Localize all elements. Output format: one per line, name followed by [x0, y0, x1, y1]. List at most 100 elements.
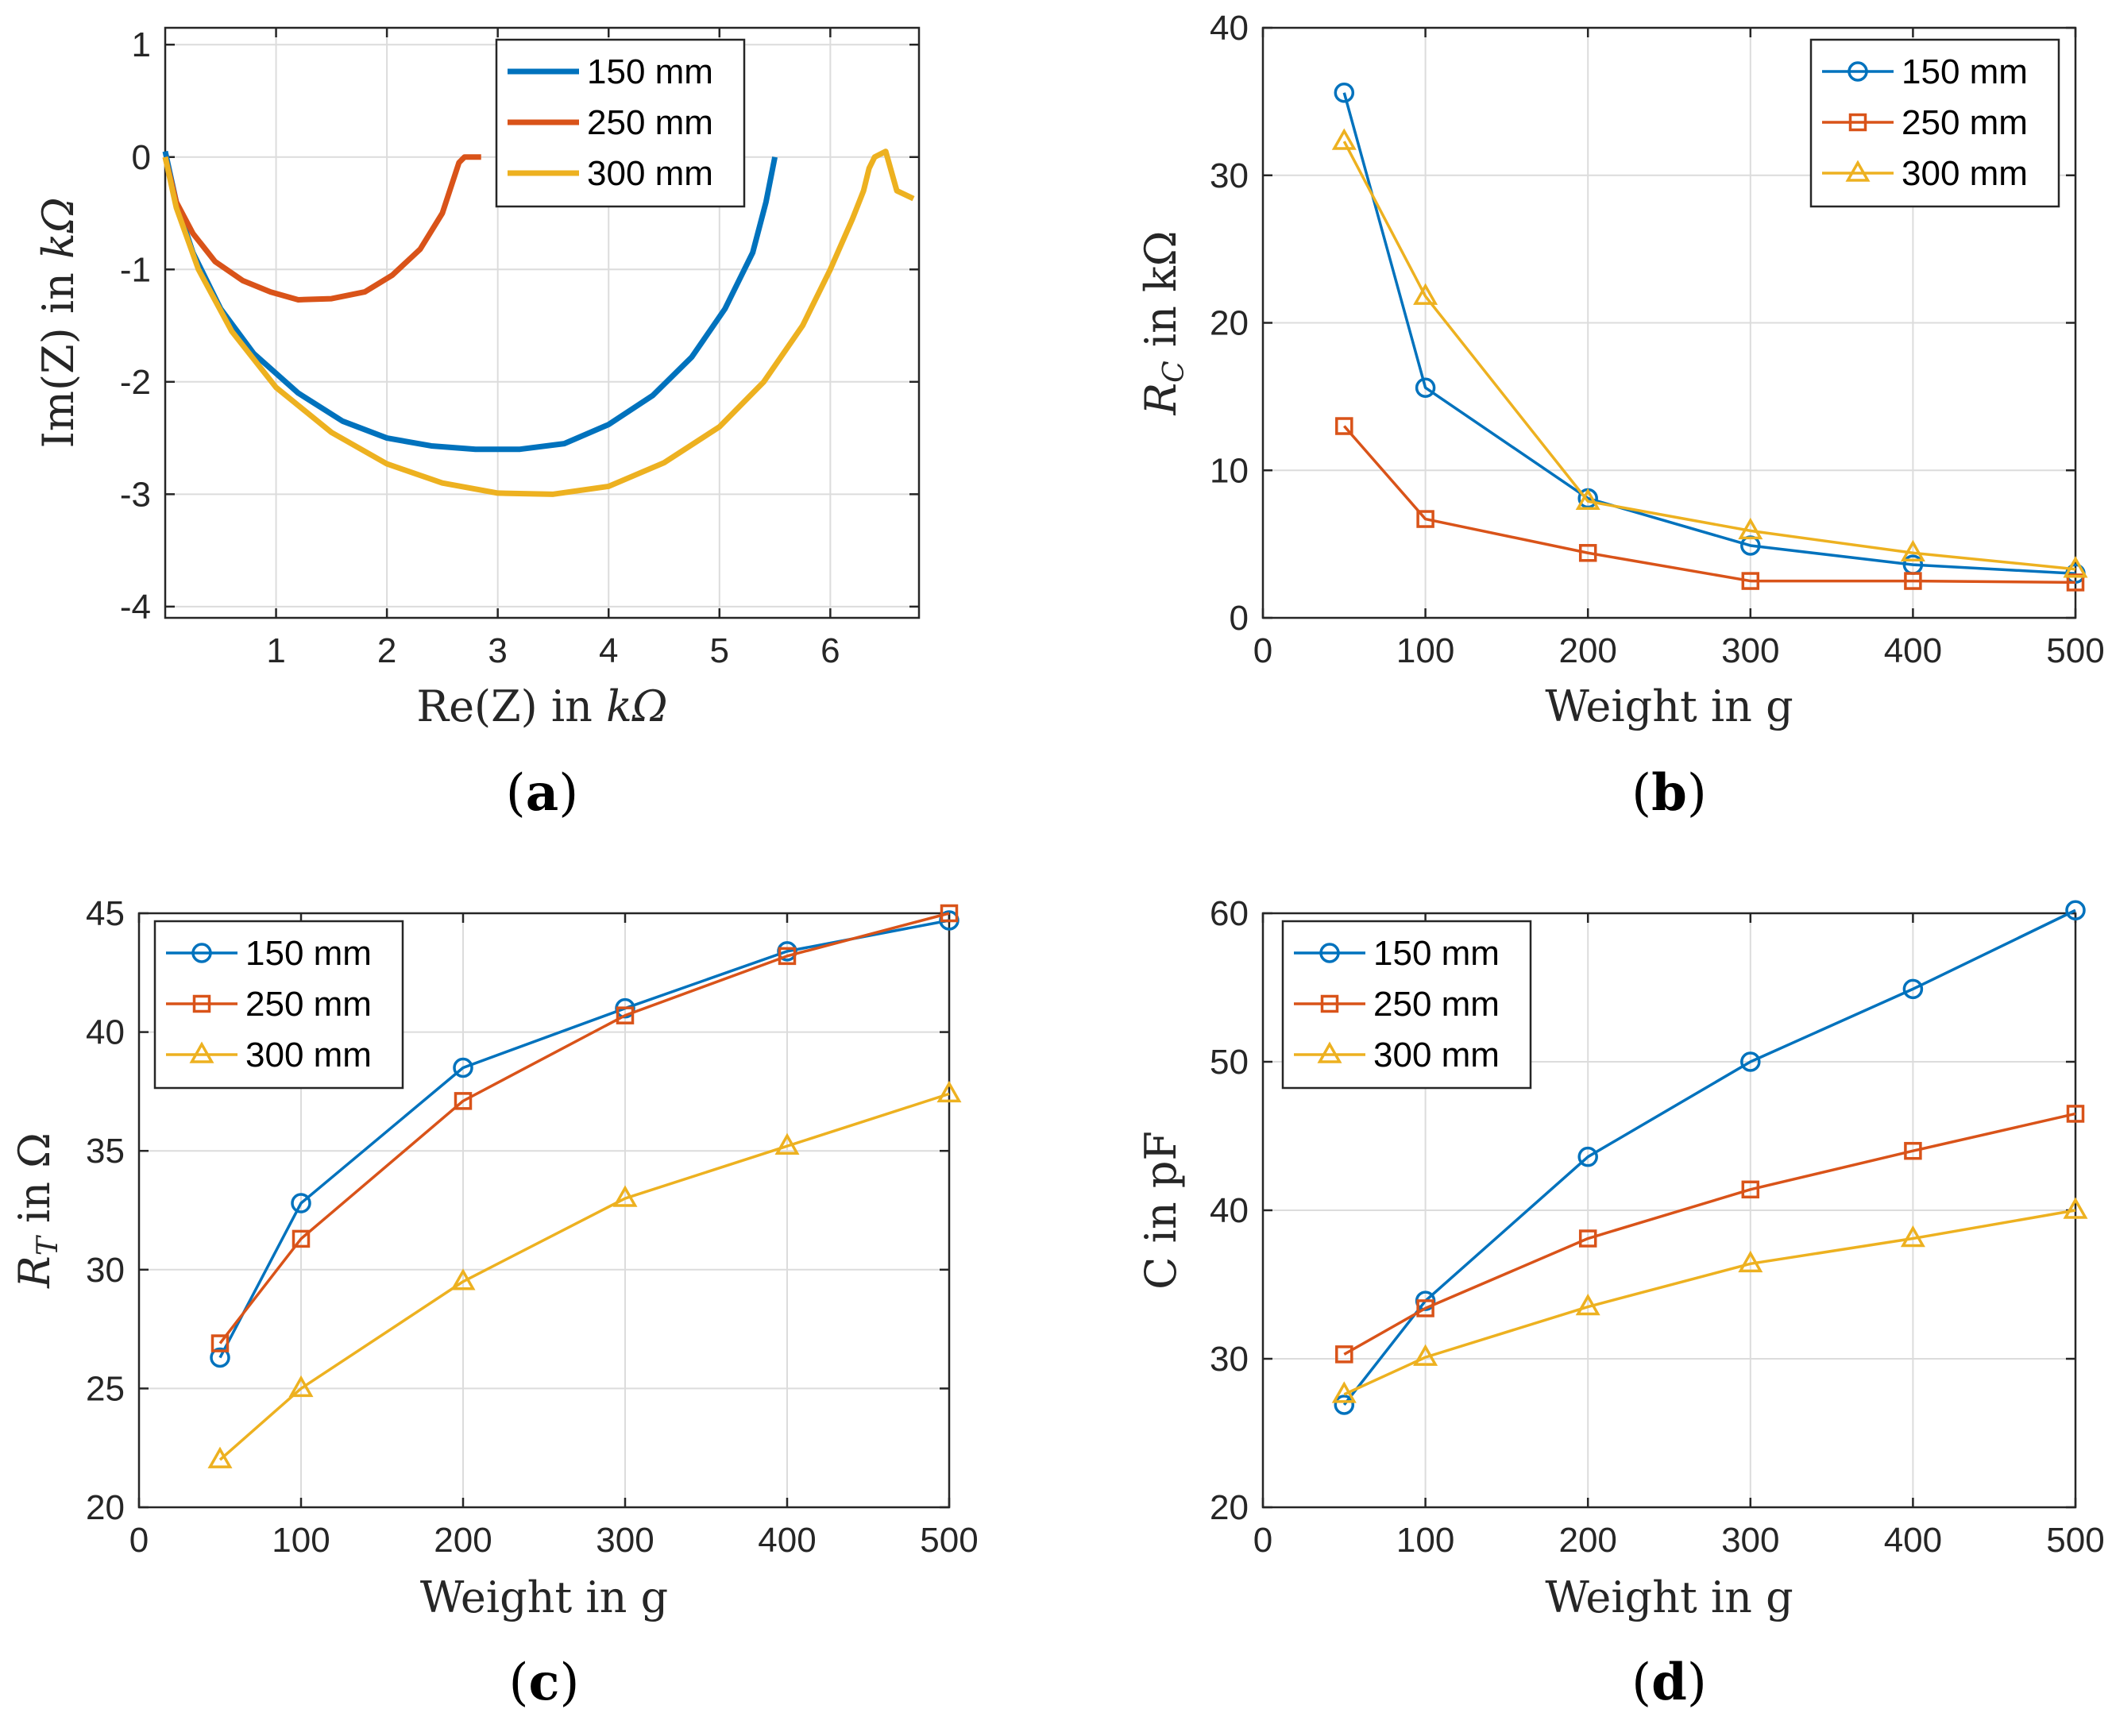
- panel-label-letter: b: [1651, 763, 1687, 823]
- x-tick-label: 200: [1558, 631, 1616, 670]
- y-tick-label: 0: [132, 138, 151, 177]
- series-2: [1331, 128, 2088, 578]
- data-point: [450, 1268, 476, 1290]
- x-axis-label-text: Re(Z) in: [416, 681, 606, 731]
- legend-marker: [192, 994, 211, 1013]
- series-line: [1343, 1209, 2076, 1396]
- y-axis-label-sub: T: [32, 1234, 64, 1256]
- panel-label-open: (: [506, 764, 526, 823]
- series-line: [162, 154, 481, 303]
- data-point: [1900, 1225, 1925, 1248]
- legend-marker: [1320, 994, 1339, 1013]
- legend-label: 150 mm: [587, 52, 713, 91]
- x-tick-label: 300: [1721, 631, 1779, 670]
- series-2: [1331, 1197, 2088, 1403]
- data-point: [454, 1092, 473, 1110]
- legend-label: 300 mm: [245, 1036, 372, 1074]
- series-line: [1343, 1112, 2076, 1356]
- data-point: [616, 1006, 635, 1024]
- x-tick-label: 400: [758, 1521, 816, 1560]
- data-point: [612, 1185, 638, 1207]
- data-point: [936, 1080, 962, 1103]
- data-point: [1331, 1381, 1357, 1403]
- panel-label-close: ): [558, 764, 578, 823]
- y-axis-label-text: in Ω: [10, 1132, 60, 1236]
- data-point: [1413, 283, 1438, 305]
- y-tick-label: 35: [86, 1132, 125, 1171]
- data-point: [1904, 572, 1922, 590]
- data-point: [1415, 377, 1436, 398]
- x-tick-label: 500: [920, 1521, 978, 1560]
- legend-marker: [1845, 160, 1871, 182]
- legend-label: 300 mm: [1902, 154, 2028, 193]
- data-point: [774, 1132, 800, 1155]
- x-axis-label: Weight in g: [1545, 681, 1793, 731]
- y-tick-label: 25: [86, 1369, 125, 1408]
- x-tick-label: 1: [266, 631, 285, 670]
- x-tick-label: 3: [488, 631, 507, 670]
- legend-label: 250 mm: [587, 103, 713, 142]
- panel-label-open: (: [509, 1653, 529, 1712]
- data-point: [207, 1446, 233, 1468]
- series-line: [162, 149, 915, 497]
- x-tick-label: 300: [596, 1521, 654, 1560]
- x-tick-label: 300: [1721, 1521, 1779, 1560]
- series-1: [210, 904, 959, 1352]
- x-tick-label: 400: [1884, 631, 1942, 670]
- series-1: [1335, 1105, 2085, 1364]
- x-tick-label: 100: [272, 1521, 330, 1560]
- y-tick-label: 20: [1210, 304, 1249, 343]
- y-axis-label-var: R: [10, 1256, 60, 1289]
- legend: 150 mm 250 mm 300 mm: [1809, 38, 2060, 208]
- panel-label-close: ): [559, 1653, 579, 1712]
- legend-marker: [1317, 1041, 1342, 1063]
- data-point: [291, 1193, 311, 1213]
- panel-label-display: (a): [506, 763, 578, 823]
- series-2: [162, 149, 915, 497]
- data-point: [453, 1057, 473, 1078]
- data-point: [1335, 1345, 1353, 1364]
- legend-marker: [1848, 61, 1868, 82]
- y-tick-label: -3: [120, 475, 151, 514]
- y-axis-label: RT in Ω: [10, 1132, 64, 1289]
- data-point: [778, 947, 797, 966]
- legend-label: 250 mm: [1373, 985, 1500, 1024]
- axes-frame: [164, 26, 921, 619]
- x-tick-label: 200: [1558, 1521, 1616, 1560]
- series-line: [1342, 141, 2076, 571]
- data-point: [1335, 417, 1353, 435]
- data-point: [1738, 517, 1763, 540]
- x-axis-label: Re(Z) in kΩ: [416, 681, 667, 731]
- data-point: [1902, 978, 1924, 1000]
- data-point: [2065, 900, 2086, 921]
- data-point: [1900, 539, 1925, 562]
- data-point: [2066, 1105, 2085, 1123]
- y-axis-label: RC in kΩ: [1136, 230, 1191, 415]
- legend-label: 150 mm: [1902, 52, 2028, 91]
- x-tick-label: 500: [2046, 631, 2104, 670]
- x-tick-label: 5: [710, 631, 729, 670]
- data-point: [1416, 1299, 1434, 1317]
- legend-label: 300 mm: [587, 154, 713, 193]
- data-point: [1578, 544, 1597, 562]
- y-tick-label: 40: [1210, 9, 1249, 48]
- y-axis-label-text: Im(Z) in: [33, 259, 83, 449]
- x-axis-label: Weight in g: [1545, 1572, 1793, 1622]
- data-point: [210, 1334, 230, 1352]
- panel-label-display: (c): [509, 1653, 580, 1712]
- y-tick-label: 10: [1210, 451, 1249, 490]
- series-line: [218, 912, 950, 1344]
- x-tick-label: 4: [599, 631, 618, 670]
- y-axis-label-var: R: [1136, 383, 1186, 416]
- legend: 150 mm 250 mm 300 mm: [1281, 920, 1532, 1090]
- axes-frame: [137, 912, 951, 1509]
- y-tick-label: -1: [120, 250, 151, 289]
- panel-label-letter: c: [529, 1653, 560, 1712]
- panel-label-letter: a: [526, 763, 558, 823]
- panel-label-display: (d): [1631, 1653, 1707, 1712]
- data-point: [1575, 488, 1600, 511]
- data-point: [1334, 82, 1355, 103]
- series-line: [218, 1092, 950, 1461]
- y-tick-label: 20: [1210, 1488, 1249, 1527]
